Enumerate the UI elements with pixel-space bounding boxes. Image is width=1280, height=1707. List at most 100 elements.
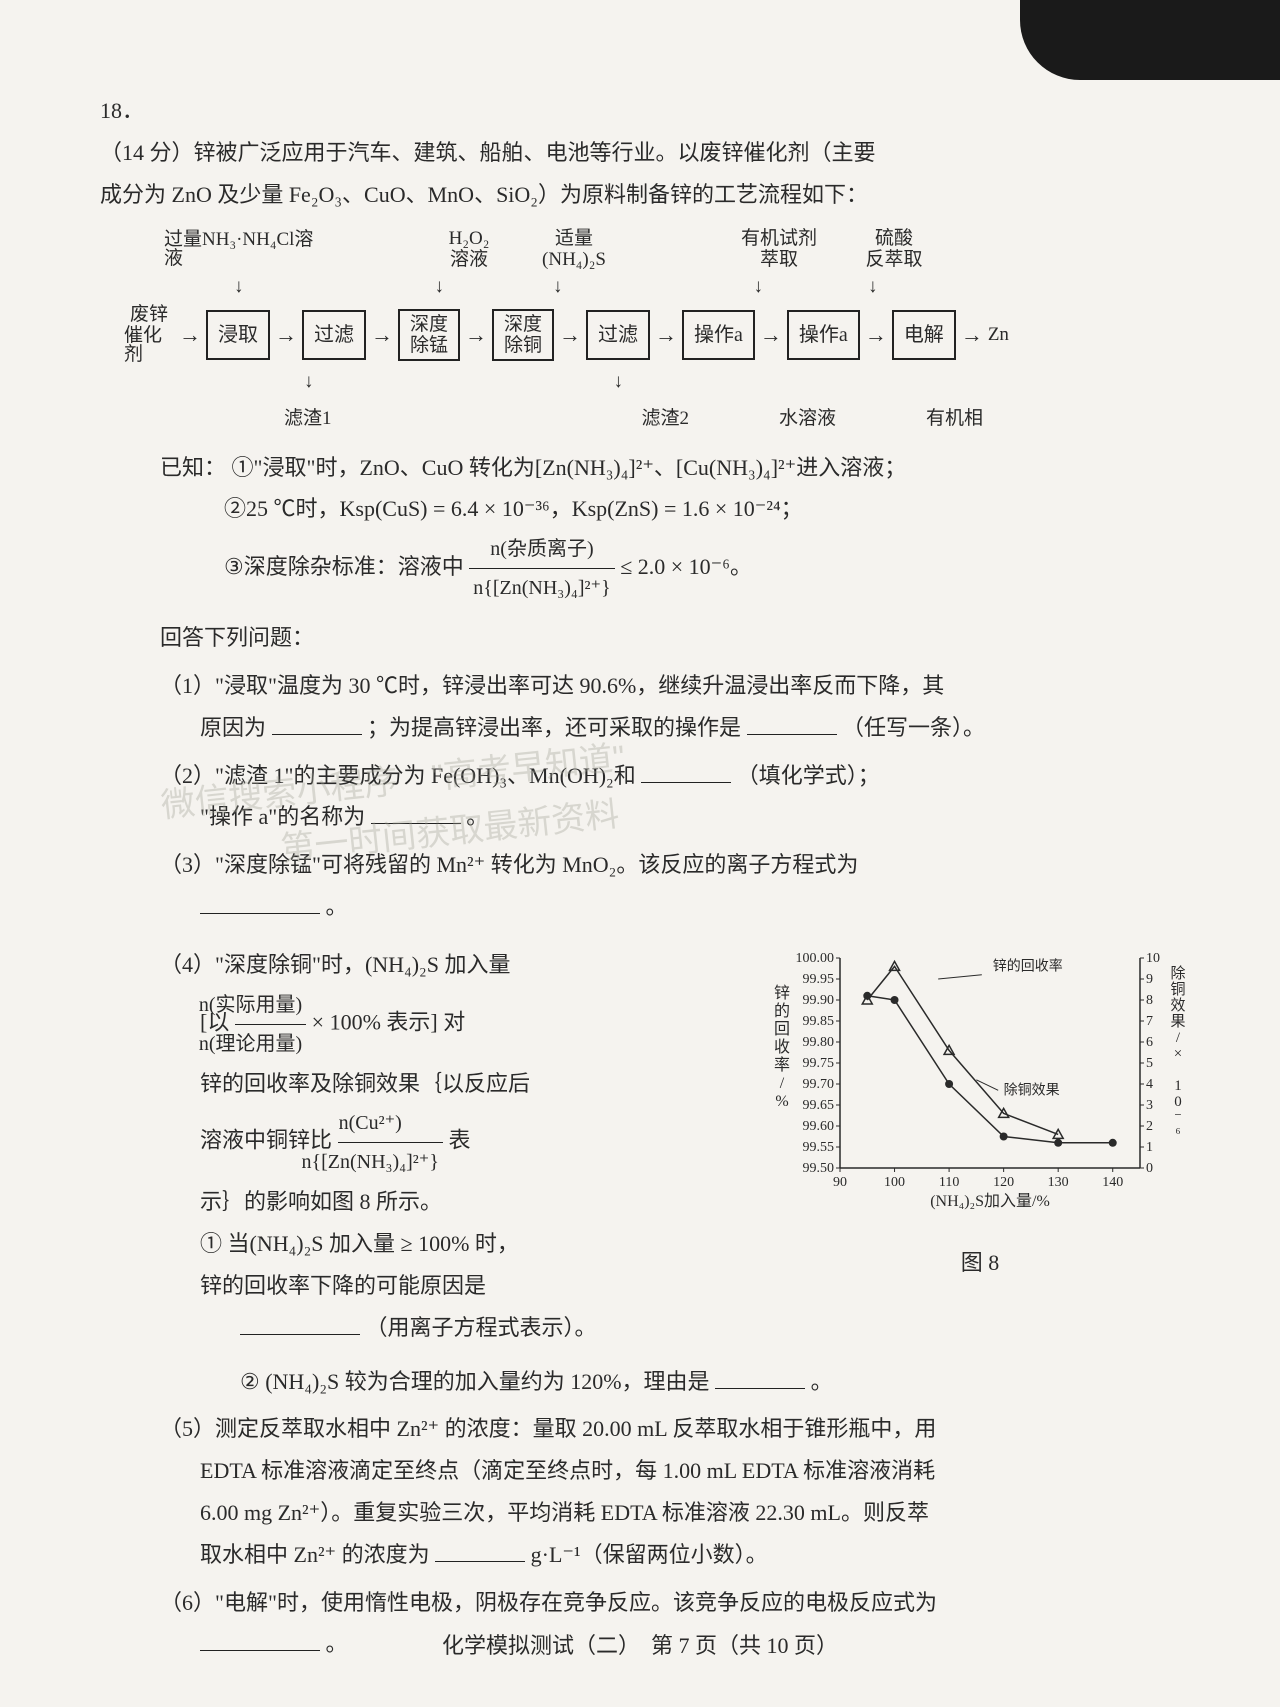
p4-f2-num: n(Cu²⁺) xyxy=(338,1104,443,1143)
p5-line-4a: 取水相中 Zn²⁺ 的浓度为 xyxy=(200,1542,430,1567)
corner-decoration xyxy=(1020,0,1280,80)
flow-left-2: 催化剂 xyxy=(124,326,174,364)
intro-line-2: 成分为 ZnO 及少量 Fe₂O₃、CuO、MnO、SiO₂）为原料制备锌的工艺… xyxy=(100,182,868,207)
part-4-2: ② (NH₄)₂S 较为合理的加入量约为 120%，理由是 。 xyxy=(160,1361,1190,1403)
svg-text:2: 2 xyxy=(1146,1119,1153,1134)
flow-left-1: 废锌 xyxy=(130,305,168,324)
svg-text:6: 6 xyxy=(1146,1035,1153,1050)
chart-figure-8: 99.5099.5599.6099.6599.7099.7599.8099.85… xyxy=(770,938,1190,1228)
svg-text:110: 110 xyxy=(939,1175,959,1190)
p4-2a: ② (NH₄)₂S 较为合理的加入量约为 120%，理由是 xyxy=(240,1369,710,1394)
blank-2 xyxy=(747,734,837,735)
svg-text:8: 8 xyxy=(1146,993,1153,1008)
p4-f1-den: n(理论用量) xyxy=(235,1025,306,1063)
flow-top-1: 过量NH₃·NH₄Cl溶液 xyxy=(164,230,314,268)
svg-text:%: % xyxy=(775,1093,788,1110)
svg-text:10: 10 xyxy=(1146,951,1160,966)
question-body: （14 分）锌被广泛应用于汽车、建筑、船舶、电池等行业。以废锌催化剂（主要 成分… xyxy=(100,132,1130,216)
svg-text:99.90: 99.90 xyxy=(803,993,835,1008)
p1-line-2b: ；为提高锌浸出率，还可采取的操作是 xyxy=(367,715,741,740)
points: （14 分） xyxy=(100,140,194,165)
p5-line-2: EDTA 标准溶液滴定至终点（滴定至终点时，每 1.00 mL EDTA 标准溶… xyxy=(200,1458,935,1483)
svg-text:率: 率 xyxy=(774,1056,790,1074)
svg-text:除: 除 xyxy=(1170,965,1185,982)
part-4-1c: （用离子方程式表示）。 xyxy=(160,1307,1190,1349)
p5-line-1: （5）测定反萃取水相中 Zn²⁺ 的浓度：量取 20.00 mL 反萃取水相于锥… xyxy=(160,1416,936,1441)
p4-fraction-2: n(Cu²⁺) n{[Zn(NH₃)₄]²⁺} xyxy=(338,1104,443,1181)
flow-top-2a: H₂O₂ xyxy=(449,229,490,248)
svg-text:99.85: 99.85 xyxy=(803,1014,835,1029)
p4-line-1: （4）"深度除铜"时，(NH₄)₂S 加入量 xyxy=(160,952,510,977)
p4-1c-text: （用离子方程式表示）。 xyxy=(366,1315,597,1340)
flow-box-4: 深度除铜 xyxy=(492,309,554,361)
p4-fraction-1: n(实际用量) n(理论用量) xyxy=(235,986,306,1063)
svg-text:(NH₄)₂S加入量/%: (NH₄)₂S加入量/% xyxy=(930,1192,1050,1210)
flow-top-2b: 溶液 xyxy=(450,250,488,269)
svg-text:锌: 锌 xyxy=(774,984,790,1002)
p1-line-1: （1）"浸取"温度为 30 ℃时，锌浸出率可达 90.6%，继续升温浸出率反而下… xyxy=(160,673,944,698)
blank-7 xyxy=(715,1388,805,1389)
known-label: 已知： xyxy=(160,455,226,480)
svg-text:效: 效 xyxy=(1170,997,1185,1014)
p5-line-3: 6.00 mg Zn²⁺）。重复实验三次，平均消耗 EDTA 标准溶液 22.3… xyxy=(200,1500,929,1525)
blank-6 xyxy=(240,1334,360,1335)
svg-text:9: 9 xyxy=(1146,972,1153,987)
p4-1a: ① 当(NH₄)₂S 加入量 ≥ 100% 时， xyxy=(200,1231,519,1256)
blank-8 xyxy=(435,1561,525,1562)
svg-text:90: 90 xyxy=(833,1175,847,1190)
svg-text:果: 果 xyxy=(1170,1014,1185,1030)
p4-f1-num: n(实际用量) xyxy=(235,986,306,1025)
svg-text:⁻: ⁻ xyxy=(1174,1110,1182,1126)
flow-box-5: 过滤 xyxy=(586,310,650,360)
part-2: （2）"滤渣 1"的主要成分为 Fe(OH)₃、Mn(OH)₂和 （填化学式）；… xyxy=(160,755,1190,839)
svg-text:3: 3 xyxy=(1146,1098,1153,1113)
part-4-wrap: （4）"深度除铜"时，(NH₄)₂S 加入量 [以 n(实际用量) n(理论用量… xyxy=(160,938,1190,1307)
intro-line-1: 锌被广泛应用于汽车、建筑、船舶、电池等行业。以废锌催化剂（主要 xyxy=(194,140,876,165)
svg-text:除铜效果: 除铜效果 xyxy=(1004,1082,1060,1098)
part-4: （4）"深度除铜"时，(NH₄)₂S 加入量 [以 n(实际用量) n(理论用量… xyxy=(160,944,760,1307)
p2-line-2b: 。 xyxy=(466,804,488,829)
svg-text:5: 5 xyxy=(1146,1056,1153,1071)
known-3-num: n(杂质离子) xyxy=(469,530,614,569)
flow-bottom-1: 滤渣1 xyxy=(284,401,332,437)
p4-2b: 。 xyxy=(811,1369,833,1394)
svg-text:99.75: 99.75 xyxy=(803,1056,835,1071)
svg-text:130: 130 xyxy=(1048,1175,1069,1190)
flow-bottom-3: 水溶液 xyxy=(779,401,836,437)
p2-line-1b: （填化学式）； xyxy=(737,763,880,788)
svg-text:1: 1 xyxy=(1146,1140,1153,1155)
known-1: ①"浸取"时，ZnO、CuO 转化为[Zn(NH₃)₄]²⁺、[Cu(NH₃)₄… xyxy=(232,455,907,480)
flow-out: Zn xyxy=(988,317,1009,353)
svg-text:99.55: 99.55 xyxy=(803,1140,835,1155)
svg-text:回: 回 xyxy=(774,1021,790,1038)
svg-text:0: 0 xyxy=(1146,1161,1153,1176)
svg-text:99.70: 99.70 xyxy=(803,1077,835,1092)
svg-text:4: 4 xyxy=(1146,1077,1153,1092)
svg-text:锌的回收率: 锌的回收率 xyxy=(993,957,1063,974)
flow-box-6: 操作a xyxy=(682,310,755,360)
known-3a: ③深度除杂标准：溶液中 xyxy=(224,554,464,579)
flow-box-3: 深度除锰 xyxy=(398,309,460,361)
svg-text:铜: 铜 xyxy=(1170,981,1185,998)
svg-text:的: 的 xyxy=(774,1002,790,1020)
known-3-fraction: n(杂质离子) n{[Zn(NH₃)₄]²⁺} xyxy=(469,530,614,607)
p4-line-5: 示｝的影响如图 8 所示。 xyxy=(200,1189,442,1214)
svg-text:/: / xyxy=(1176,1030,1181,1046)
flow-top-5a: 硫酸 xyxy=(875,229,913,248)
p6-line-1: （6）"电解"时，使用惰性电极，阴极存在竞争反应。该竞争反应的电极反应式为 xyxy=(160,1590,937,1615)
flow-top-5b: 反萃取 xyxy=(865,250,922,269)
flow-top-3b: (NH₄)₂S xyxy=(542,250,606,269)
flow-top-3a: 适量 xyxy=(555,229,593,248)
svg-text:/: / xyxy=(780,1075,785,1092)
svg-text:99.95: 99.95 xyxy=(803,972,835,987)
p4-d-post: 表 xyxy=(448,1128,470,1153)
blank-3 xyxy=(641,782,731,783)
svg-text:收: 收 xyxy=(774,1038,790,1056)
svg-text:0: 0 xyxy=(1174,1094,1182,1110)
chart-caption: 图 8 xyxy=(770,1242,1190,1284)
part-5: （5）测定反萃取水相中 Zn²⁺ 的浓度：量取 20.00 mL 反萃取水相于锥… xyxy=(160,1408,1190,1575)
svg-text:99.60: 99.60 xyxy=(803,1119,835,1134)
question-row: 18． （14 分）锌被广泛应用于汽车、建筑、船舶、电池等行业。以废锌催化剂（主… xyxy=(100,90,1190,215)
p3-line-1: （3）"深度除锰"可将残留的 Mn²⁺ 转化为 MnO₂。该反应的离子方程式为 xyxy=(160,852,858,877)
svg-text:1: 1 xyxy=(1174,1078,1182,1094)
